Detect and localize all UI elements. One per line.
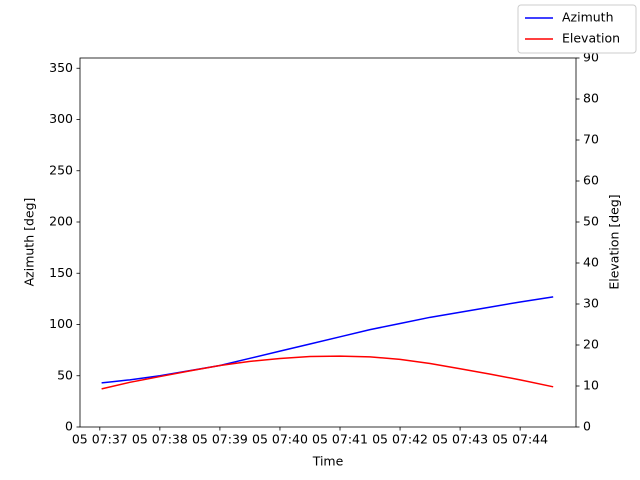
y2-tick-label: 60: [583, 173, 599, 188]
y-tick-label: 250: [49, 162, 73, 177]
y-tick-label: 50: [57, 367, 73, 382]
y2-tick-label: 0: [583, 419, 591, 434]
y2-tick-label: 50: [583, 214, 599, 229]
y-tick-label: 0: [65, 419, 73, 434]
plot-frame: [79, 57, 577, 428]
y-tick-label: 300: [49, 111, 73, 126]
y-tick-label: 100: [49, 316, 73, 331]
series-line: [101, 296, 554, 384]
y-tick-label: 200: [49, 214, 73, 229]
legend-label: Azimuth: [562, 10, 614, 25]
x-tick-label: 05 07:41: [312, 432, 368, 447]
y-tick-label: 350: [49, 60, 73, 75]
y-axis-label: Azimuth [deg]: [22, 198, 37, 287]
y2-tick-label: 70: [583, 132, 599, 147]
y2-tick-label: 20: [583, 337, 599, 352]
x-tick-label: 05 07:40: [252, 432, 308, 447]
x-tick-label: 05 07:39: [192, 432, 248, 447]
legend-box: [517, 4, 637, 54]
y2-tick-label: 10: [583, 378, 599, 393]
x-tick-label: 05 07:38: [132, 432, 188, 447]
x-tick-label: 05 07:42: [372, 432, 428, 447]
y2-tick-label: 30: [583, 296, 599, 311]
y2-axis-label: Elevation [deg]: [607, 194, 622, 289]
x-tick-label: 05 07:43: [432, 432, 488, 447]
x-tick-label: 05 07:37: [72, 432, 128, 447]
series-line: [101, 355, 554, 390]
legend-label: Elevation: [562, 31, 620, 46]
x-tick-label: 05 07:44: [492, 432, 548, 447]
y2-tick-label: 80: [583, 91, 599, 106]
y-tick-label: 150: [49, 265, 73, 280]
y2-tick-label: 40: [583, 255, 599, 270]
x-axis-label: Time: [312, 454, 344, 469]
